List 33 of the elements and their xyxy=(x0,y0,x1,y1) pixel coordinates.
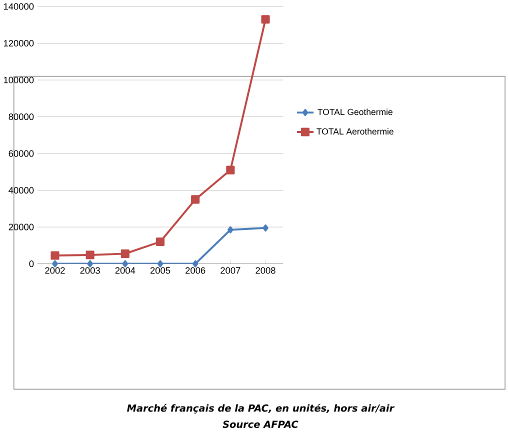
point xyxy=(157,260,164,268)
point xyxy=(50,251,60,260)
point xyxy=(226,166,235,174)
point xyxy=(261,15,270,24)
point xyxy=(120,250,130,258)
y-tick-label: 120000 xyxy=(4,40,34,47)
x-tick-label: 2005 xyxy=(150,267,170,274)
y-tick-label: 140000 xyxy=(4,3,34,10)
point xyxy=(52,260,58,268)
point xyxy=(191,195,200,204)
x-tick-label: 2004 xyxy=(115,267,136,274)
x-tick-label: 2003 xyxy=(80,267,100,274)
y-tick-label: 60000 xyxy=(8,150,34,157)
point xyxy=(87,260,93,268)
point xyxy=(228,226,234,234)
y-tick-label: 100000 xyxy=(4,76,34,84)
y-tick-label: 20000 xyxy=(8,224,34,230)
x-tick-label: 2006 xyxy=(186,267,206,274)
source-note: Source AFPAC xyxy=(222,420,298,428)
legend-label: TOTAL Aerothermie xyxy=(316,128,394,135)
point xyxy=(156,238,165,246)
point xyxy=(122,260,128,268)
x-tick-label: 2008 xyxy=(256,267,276,274)
x-tick-label: 2002 xyxy=(45,267,65,274)
legend-label: TOTAL Geothermie xyxy=(318,108,392,116)
y-tick-label: 80000 xyxy=(8,114,34,120)
text: Marché français de la PAC, en unités, hors air/air xyxy=(127,404,395,414)
point xyxy=(192,260,198,268)
y-tick-label: 0 xyxy=(29,260,34,268)
x-tick-label: 2007 xyxy=(220,267,240,274)
point xyxy=(262,224,268,232)
y-tick-label: 40000 xyxy=(8,187,34,194)
point xyxy=(86,250,94,260)
